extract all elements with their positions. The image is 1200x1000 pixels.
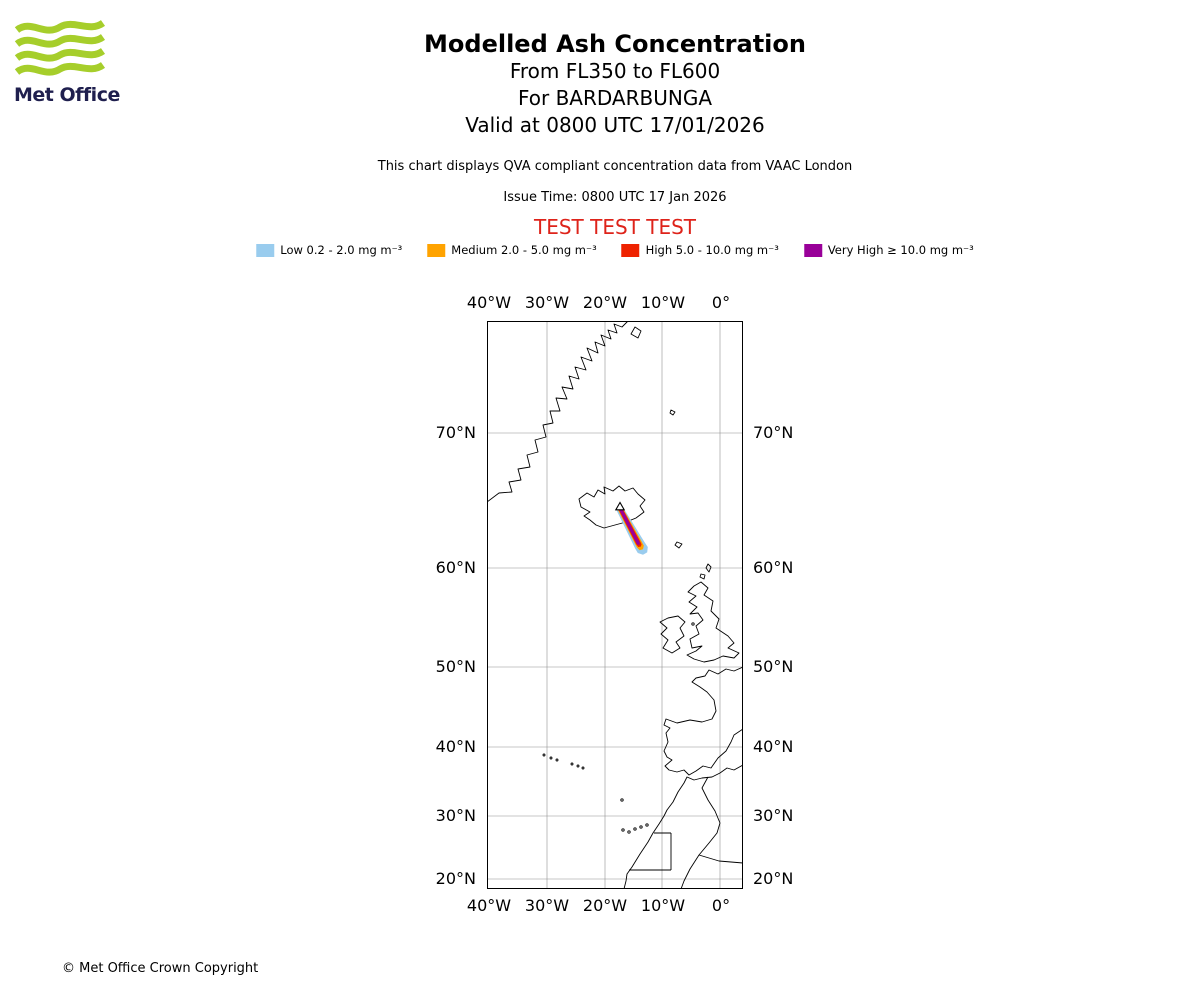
valid-time-line: Valid at 0800 UTC 17/01/2026 [465,113,765,137]
ash-map [487,321,743,889]
low-label: Low 0.2 - 2.0 mg m⁻³ [280,243,403,257]
chart-header: Modelled Ash Concentration From FL350 to… [378,30,853,239]
jan-mayen-island [669,409,676,416]
low-swatch [256,243,275,257]
medium-swatch [427,243,446,257]
high-label: High 5.0 - 10.0 mg m⁻³ [645,243,779,257]
very-high-label: Very High ≥ 10.0 mg m⁻³ [827,243,974,257]
lat-label-left-70n: 70°N [435,423,476,442]
issue-time: Issue Time: 0800 UTC 17 Jan 2026 [503,190,727,205]
morocco-algeria-border [680,776,721,889]
concentration-legend: Low 0.2 - 2.0 mg m⁻³ Medium 2.0 - 5.0 mg… [256,243,974,257]
greenland-offshore-island [630,326,642,339]
madeira-island [620,798,624,802]
lat-label-left-20n: 20°N [435,869,476,888]
lat-label-right-70n: 70°N [753,423,794,442]
lat-label-left-60n: 60°N [435,558,476,577]
graticule-grid [487,321,743,889]
plume-contour-very-high [618,506,640,545]
lat-label-left-50n: 50°N [435,657,476,676]
lat-label-right-40n: 40°N [753,737,794,756]
isle-of-man [691,622,695,626]
lon-label-bottom-20w: 20°W [582,896,628,915]
met-office-waves-icon [14,19,106,76]
great-britain-coastline [686,581,740,663]
lat-label-right-20n: 20°N [753,869,794,888]
faroe-islands [674,541,683,549]
ash-plume [616,505,648,555]
volcano-name-line: For BARDARBUNGA [517,86,713,110]
europe-atlantic-coastline [663,666,743,776]
met-office-logo: Met Office [14,18,124,106]
iceland-coastline [578,485,646,529]
lon-label-bottom-30w: 30°W [524,896,570,915]
lon-label-top-20w: 20°W [582,293,628,312]
page-title: Modelled Ash Concentration [424,30,806,58]
legend-item-low: Low 0.2 - 2.0 mg m⁻³ [256,243,402,257]
met-office-wordmark: Met Office [14,84,120,106]
lon-label-bottom-40w: 40°W [466,896,512,915]
greenland-coastline [487,321,629,503]
shetland-islands [705,563,712,573]
western-sahara-borders [629,832,743,871]
legend-item-medium: Medium 2.0 - 5.0 mg m⁻³ [427,243,597,257]
lat-label-right-30n: 30°N [753,806,794,825]
copyright-notice: © Met Office Crown Copyright [62,961,259,976]
map-border [487,321,743,889]
very-high-swatch [803,243,822,257]
lat-label-left-30n: 30°N [435,806,476,825]
lon-label-top-0: 0° [711,293,731,312]
medium-label: Medium 2.0 - 5.0 mg m⁻³ [451,243,597,257]
qva-compliance-note: This chart displays QVA compliant concen… [377,159,853,174]
volcano-marker [614,501,626,511]
lon-label-top-40w: 40°W [466,293,512,312]
high-swatch [621,243,640,257]
north-africa-coastline [623,764,743,889]
orkney-islands [699,573,706,580]
lon-label-top-30w: 30°W [524,293,570,312]
lon-label-top-10w: 10°W [640,293,686,312]
legend-item-high: High 5.0 - 10.0 mg m⁻³ [621,243,779,257]
lat-label-left-40n: 40°N [435,737,476,756]
lon-label-bottom-0: 0° [711,896,731,915]
lat-label-right-60n: 60°N [753,558,794,577]
ireland-coastline [659,615,686,654]
canary-islands [621,823,649,834]
coastlines [487,321,743,889]
map-panel [487,321,743,889]
flight-level-range: From FL350 to FL600 [509,59,721,83]
legend-item-very-high: Very High ≥ 10.0 mg m⁻³ [803,243,974,257]
lon-label-bottom-10w: 10°W [640,896,686,915]
azores-islands [542,753,585,770]
test-banner: TEST TEST TEST [533,215,696,239]
lat-label-right-50n: 50°N [753,657,794,676]
